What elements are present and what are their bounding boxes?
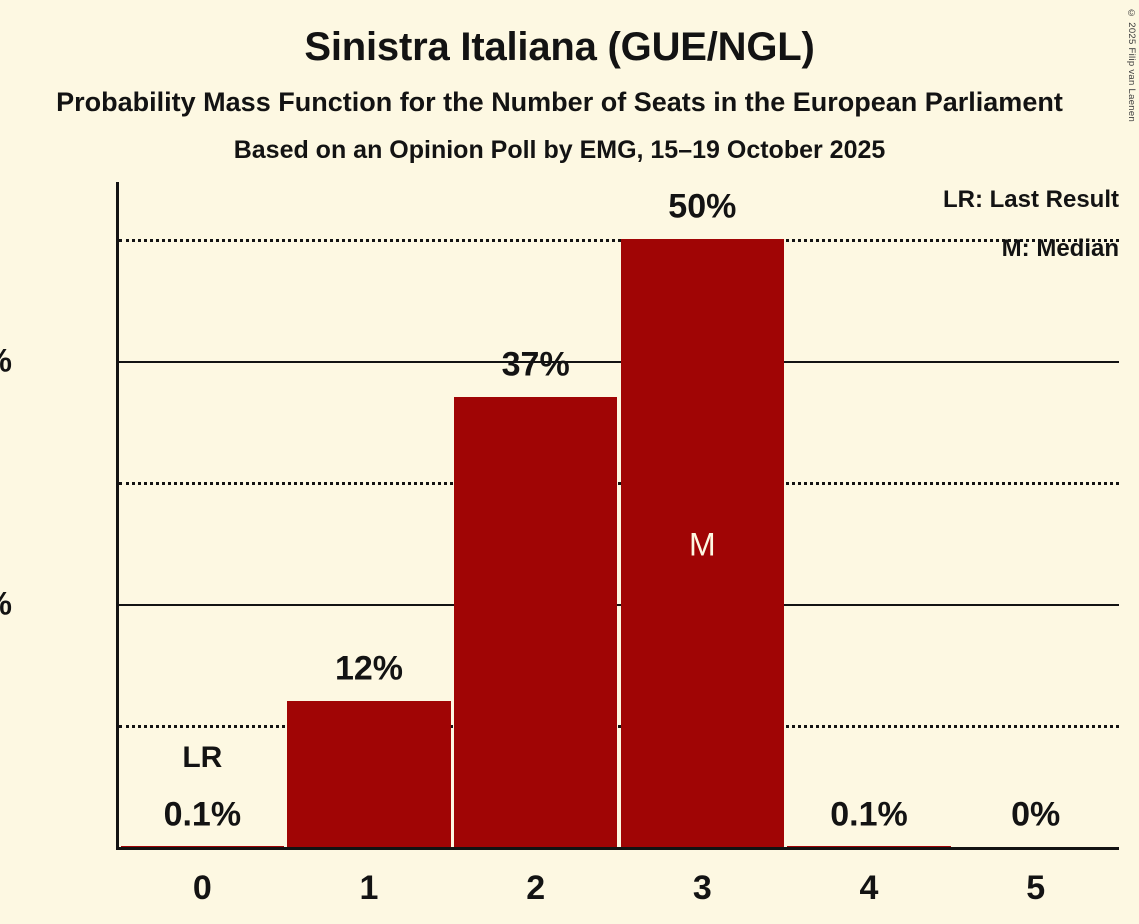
legend-last-result: LR: Last Result — [942, 186, 1119, 213]
gridline-10pct — [119, 725, 1119, 729]
bar-value-label-3: 50% — [668, 187, 737, 226]
bar-seats-1 — [287, 701, 451, 847]
bar-seats-4 — [787, 845, 951, 847]
bar-seats-2 — [453, 397, 618, 847]
bar-value-label-0: 0.1% — [163, 795, 242, 834]
bar-value-label-1: 12% — [334, 649, 404, 688]
gridline-30pct — [119, 482, 1119, 486]
y-axis-tick-20: 20% — [0, 585, 12, 622]
bar-seats-3 — [620, 239, 785, 847]
x-axis-line — [116, 847, 1119, 850]
gridline-50pct — [119, 239, 1119, 243]
page-title: Sinistra Italiana (GUE/NGL) — [304, 25, 815, 69]
x-axis-tick-4: 4 — [859, 869, 879, 907]
gridline-20pct — [119, 603, 1119, 606]
copyright-notice: © 2025 Filip van Laenen — [1126, 8, 1137, 123]
gridline-40pct — [119, 360, 1119, 363]
x-axis-tick-3: 3 — [692, 869, 712, 907]
chart-source-line: Based on an Opinion Poll by EMG, 15–19 O… — [233, 136, 886, 164]
bar-seats-0 — [120, 845, 285, 847]
plot-area: 0.1% LR 12% 37% 50% M 0.1% 0% 0 1 2 3 4 5 — [116, 182, 1119, 907]
median-marker: M — [689, 526, 716, 563]
x-axis-tick-2: 2 — [526, 869, 546, 907]
last-result-marker: LR — [182, 741, 223, 774]
bar-value-label-2: 37% — [501, 345, 570, 384]
x-axis-tick-1: 1 — [359, 869, 379, 907]
bar-value-label-5: 0% — [1011, 795, 1061, 834]
legend-median: M: Median — [1001, 235, 1119, 262]
x-axis-tick-0: 0 — [192, 869, 212, 907]
x-axis-tick-5: 5 — [1026, 869, 1046, 907]
bar-value-label-4: 0.1% — [830, 795, 908, 834]
y-axis-line — [116, 182, 119, 847]
y-axis-tick-40: 40% — [0, 342, 12, 379]
chart-subtitle: Probability Mass Function for the Number… — [56, 87, 1063, 117]
